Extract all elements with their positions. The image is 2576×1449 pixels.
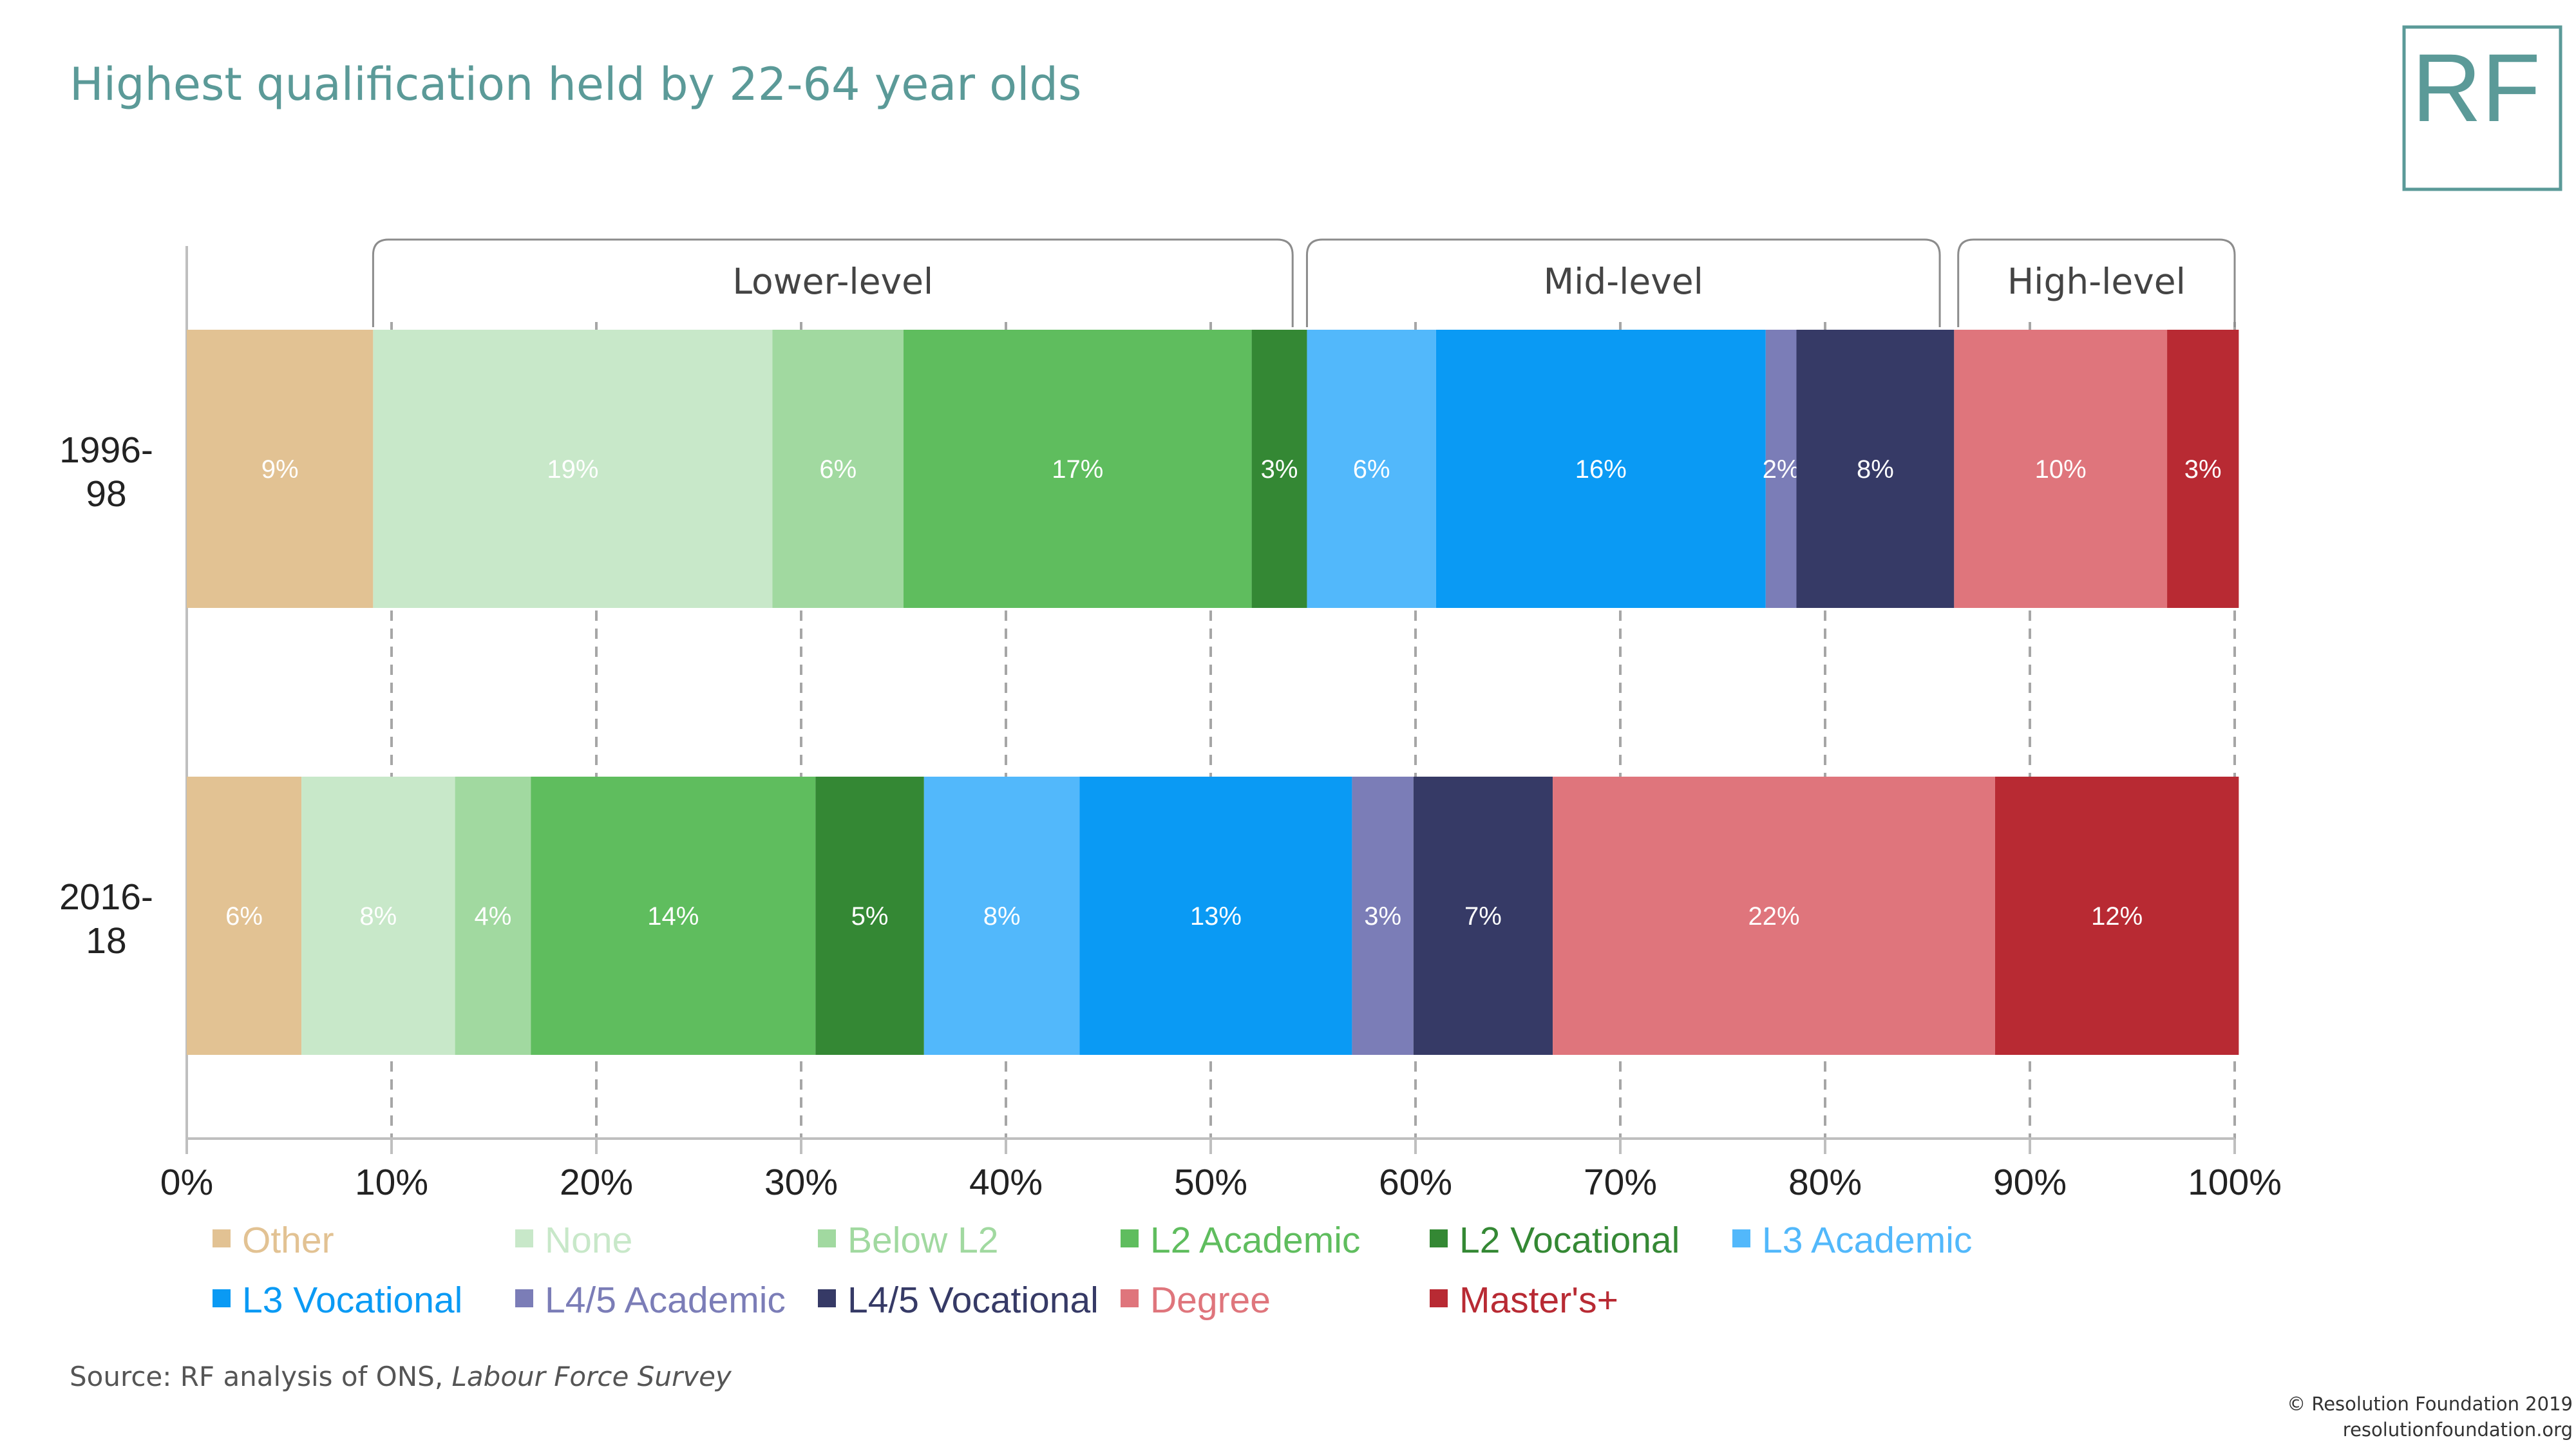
chart-title: Highest qualification held by 22-64 year… xyxy=(70,58,1081,111)
bar-label-1-2: 4% xyxy=(475,902,512,931)
category-label-0-1: 98 xyxy=(86,473,126,515)
bar-0-6 xyxy=(1435,330,1766,608)
x-tick-label-2: 20% xyxy=(560,1162,633,1203)
bar-1-0 xyxy=(187,777,302,1055)
bar-0-4 xyxy=(1251,330,1307,608)
bar-1-10 xyxy=(1994,777,2239,1055)
x-tick-label-10: 100% xyxy=(2188,1162,2282,1203)
source-note: Source: RF analysis of ONS, Labour Force… xyxy=(70,1361,732,1392)
bar-0-9 xyxy=(1954,330,2168,608)
bar-0-0 xyxy=(187,330,374,608)
group-label-2: High-level xyxy=(2007,261,2186,302)
group-bracket-0 xyxy=(372,238,1294,327)
source-italic: Labour Force Survey xyxy=(452,1361,732,1392)
bar-1-4 xyxy=(815,777,924,1055)
x-tick-label-1: 10% xyxy=(355,1162,428,1203)
bar-label-1-1: 8% xyxy=(359,902,397,931)
group-label-0: Lower-level xyxy=(732,261,933,302)
x-tick-label-5: 50% xyxy=(1174,1162,1247,1203)
bar-1-6 xyxy=(1079,777,1352,1055)
category-label-1-1: 18 xyxy=(86,920,126,961)
bar-0-8 xyxy=(1796,330,1955,608)
legend: Other None Below L2 L2 Academic L2 Vocationa… xyxy=(213,1220,1972,1321)
rf-logo: RF xyxy=(2402,25,2562,191)
bar-label-1-10: 12% xyxy=(2091,902,2143,931)
legend-swatch-10 xyxy=(1430,1289,1448,1307)
bar-0-5 xyxy=(1307,330,1436,608)
category-label-0-0: 1996- xyxy=(59,430,153,471)
bar-0-7 xyxy=(1765,330,1797,608)
bar-label-1-4: 5% xyxy=(851,902,889,931)
plot-area: 0% 10% 20% 30% 40% 50% 60% 70% 80% 90% 100% 9% 19% 6%… xyxy=(59,238,2282,1203)
x-tick-label-0: 0% xyxy=(160,1162,213,1203)
bar-label-1-7: 3% xyxy=(1364,902,1401,931)
bar-1-2 xyxy=(455,777,531,1055)
bar-label-1-9: 22% xyxy=(1748,902,1799,931)
bar-label-1-0: 6% xyxy=(225,902,263,931)
legend-swatch-1 xyxy=(515,1229,533,1247)
logo-text: RF xyxy=(2412,33,2541,142)
legend-swatch-4 xyxy=(1430,1229,1448,1247)
x-tick-label-3: 30% xyxy=(764,1162,838,1203)
legend-swatch-5 xyxy=(1732,1229,1750,1247)
bar-1-1 xyxy=(301,777,455,1055)
legend-swatch-3 xyxy=(1121,1229,1139,1247)
bar-label-0-10: 3% xyxy=(2184,455,2222,484)
legend-swatch-0 xyxy=(213,1229,231,1247)
bar-1-9 xyxy=(1553,777,1995,1055)
bar-label-0-7: 2% xyxy=(1763,455,1800,484)
bar-1-7 xyxy=(1352,777,1414,1055)
legend-swatch-6 xyxy=(213,1289,231,1307)
bar-label-1-5: 8% xyxy=(983,902,1021,931)
bar-label-0-0: 9% xyxy=(261,455,299,484)
group-bracket-1 xyxy=(1305,238,1941,327)
bar-label-0-1: 19% xyxy=(547,455,598,484)
bar-label-0-6: 16% xyxy=(1575,455,1627,484)
legend-swatch-7 xyxy=(515,1289,533,1307)
legend-label-4: L2 Vocational xyxy=(1459,1220,1680,1261)
legend-label-0: Other xyxy=(242,1220,334,1261)
source-prefix: Source: RF analysis of ONS, xyxy=(70,1361,452,1392)
legend-swatch-9 xyxy=(1121,1289,1139,1307)
bar-label-1-3: 14% xyxy=(647,902,699,931)
bar-0-3 xyxy=(904,330,1252,608)
x-tick-label-4: 40% xyxy=(969,1162,1043,1203)
category-label-1-0: 2016- xyxy=(59,876,153,918)
bar-label-1-6: 13% xyxy=(1190,902,1242,931)
bar-label-0-8: 8% xyxy=(1857,455,1894,484)
bar-0-10 xyxy=(2167,330,2239,608)
legend-label-6: L3 Vocational xyxy=(242,1280,462,1321)
bar-label-0-9: 10% xyxy=(2035,455,2087,484)
bar-0-2 xyxy=(772,330,904,608)
bar-label-0-2: 6% xyxy=(819,455,857,484)
bar-label-0-3: 17% xyxy=(1052,455,1103,484)
legend-label-1: None xyxy=(545,1220,632,1261)
legend-label-9: Degree xyxy=(1150,1280,1271,1321)
legend-label-2: Below L2 xyxy=(848,1220,999,1261)
legend-label-10: Master's+ xyxy=(1459,1280,1618,1321)
group-bracket-2 xyxy=(1957,238,2236,327)
copyright-line-1: © Resolution Foundation 2019 xyxy=(2287,1393,2573,1415)
bar-1-3 xyxy=(531,777,816,1055)
legend-label-7: L4/5 Academic xyxy=(545,1280,786,1321)
bar-1-8 xyxy=(1413,777,1553,1055)
x-tick-label-7: 70% xyxy=(1584,1162,1657,1203)
legend-label-5: L3 Academic xyxy=(1762,1220,1972,1261)
bar-1-5 xyxy=(923,777,1080,1055)
bar-label-0-4: 3% xyxy=(1261,455,1298,484)
legend-swatch-8 xyxy=(818,1289,836,1307)
copyright-line-2: resolutionfoundation.org xyxy=(2343,1419,2573,1441)
x-tick-label-6: 60% xyxy=(1379,1162,1452,1203)
legend-label-3: L2 Academic xyxy=(1150,1220,1360,1261)
x-tick-label-9: 90% xyxy=(1993,1162,2067,1203)
legend-label-8: L4/5 Vocational xyxy=(848,1280,1099,1321)
group-label-1: Mid-level xyxy=(1544,261,1703,302)
logo-frame xyxy=(2402,25,2562,191)
bar-0-1 xyxy=(373,330,773,608)
x-tick-label-8: 80% xyxy=(1788,1162,1862,1203)
bar-label-1-8: 7% xyxy=(1464,902,1502,931)
bar-label-0-5: 6% xyxy=(1353,455,1390,484)
legend-swatch-2 xyxy=(818,1229,836,1247)
